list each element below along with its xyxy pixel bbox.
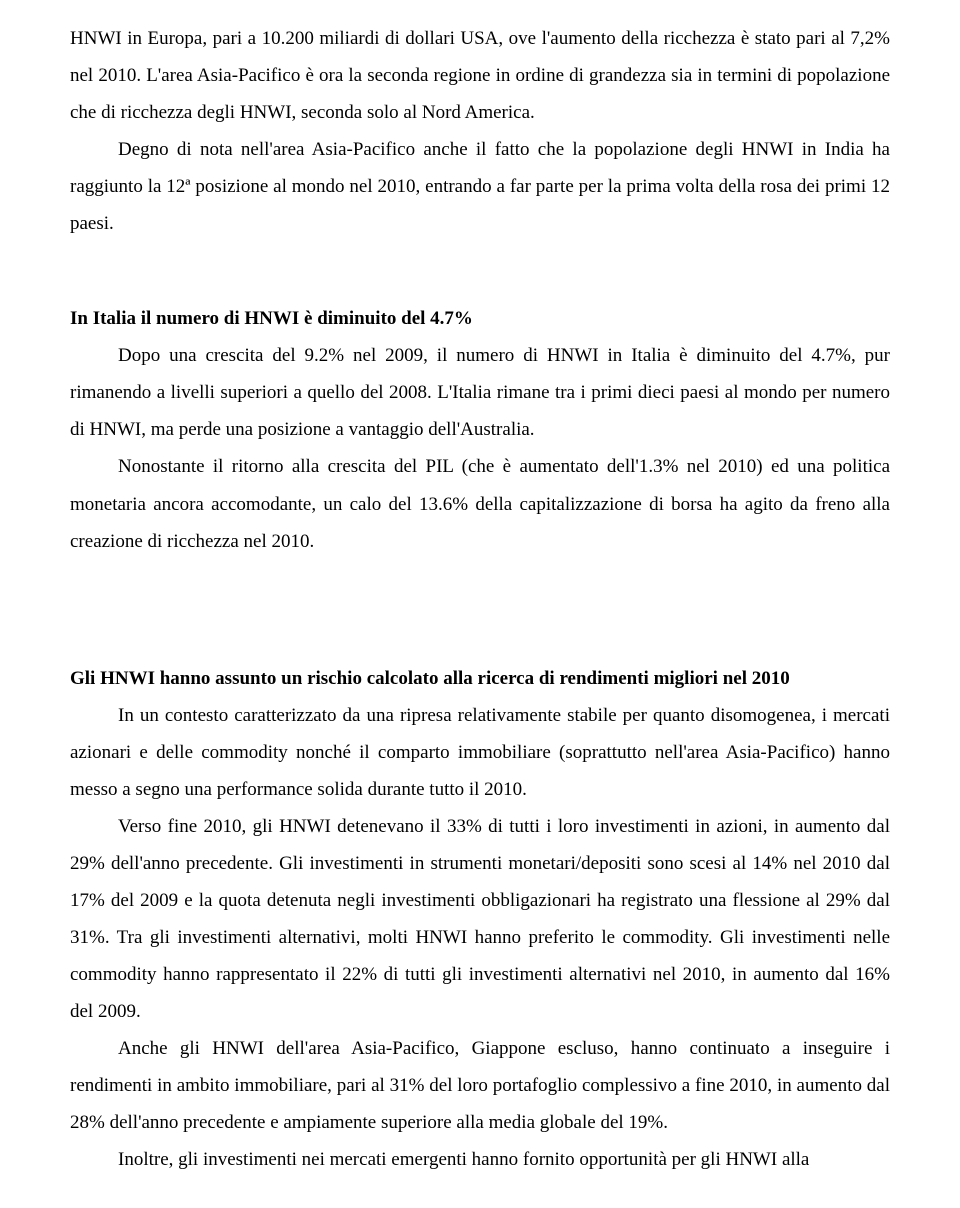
- document-page: HNWI in Europa, pari a 10.200 miliardi d…: [0, 0, 960, 1208]
- heading-italia: In Italia il numero di HNWI è diminuito …: [70, 300, 890, 337]
- spacer: [70, 560, 890, 660]
- paragraph-intro-1: HNWI in Europa, pari a 10.200 miliardi d…: [70, 20, 890, 131]
- paragraph-italia-1: Dopo una crescita del 9.2% nel 2009, il …: [70, 337, 890, 448]
- paragraph-rischio-3: Anche gli HNWI dell'area Asia-Pacifico, …: [70, 1030, 890, 1141]
- paragraph-rischio-2: Verso fine 2010, gli HNWI detenevano il …: [70, 808, 890, 1030]
- spacer: [70, 242, 890, 300]
- paragraph-rischio-1: In un contesto caratterizzato da una rip…: [70, 697, 890, 808]
- heading-rischio: Gli HNWI hanno assunto un rischio calcol…: [70, 660, 890, 697]
- paragraph-rischio-4: Inoltre, gli investimenti nei mercati em…: [70, 1141, 890, 1178]
- paragraph-intro-2: Degno di nota nell'area Asia-Pacifico an…: [70, 131, 890, 242]
- paragraph-italia-2: Nonostante il ritorno alla crescita del …: [70, 448, 890, 559]
